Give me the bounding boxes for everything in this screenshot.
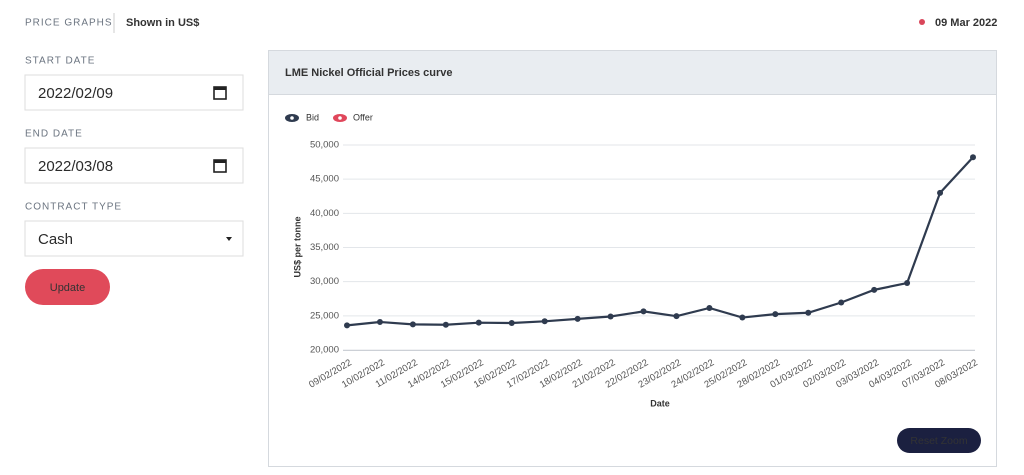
calendar-icon[interactable]: [213, 86, 227, 100]
data-point: [508, 320, 515, 327]
button-label: Reset Zoom: [910, 435, 967, 447]
legend-icon: [290, 116, 294, 120]
update-button[interactable]: [25, 269, 110, 305]
y-tick-label: 40,000: [310, 208, 339, 219]
legend-label: Bid: [306, 112, 319, 122]
chart-panel: [268, 50, 997, 467]
date: 09 Mar 2022: [935, 17, 997, 29]
y-tick-label: 30,000: [310, 276, 339, 287]
y-tick-label: 50,000: [310, 140, 339, 151]
legend-icon: [338, 116, 342, 120]
data-point: [673, 313, 680, 320]
data-point: [904, 280, 911, 287]
y-tick-label: 20,000: [310, 345, 339, 356]
label: START DATE: [25, 56, 95, 67]
currency: Shown in US$: [126, 17, 199, 29]
data-point: [475, 319, 482, 326]
data-point: [607, 313, 614, 320]
label: END DATE: [25, 129, 83, 140]
y-tick-label: 45,000: [310, 174, 339, 185]
label: CONTRACT TYPE: [25, 202, 122, 213]
series-line: [346, 156, 974, 327]
data-point: [409, 321, 416, 328]
data-point: [805, 309, 812, 316]
data-point: [574, 315, 581, 322]
data-point: [871, 286, 878, 293]
calendar-icon[interactable]: [213, 159, 227, 173]
data-point: [772, 311, 779, 318]
x-axis-title: Date: [650, 398, 670, 408]
data-point: [970, 154, 976, 161]
data-point: [937, 189, 944, 196]
data-point: [442, 321, 449, 328]
button-label: Update: [50, 282, 85, 294]
data-point: [376, 318, 383, 325]
contract-select[interactable]: [24, 220, 244, 257]
end-input[interactable]: [24, 147, 244, 184]
data-point: [739, 314, 746, 321]
dropdown-arrow: [226, 237, 232, 241]
input-value: 2022/03/08: [38, 158, 113, 175]
start-input[interactable]: [24, 74, 244, 111]
data-point: [838, 299, 845, 306]
select-value: Cash: [38, 231, 73, 248]
legend-label: Offer: [353, 112, 373, 122]
reset-zoom[interactable]: [897, 428, 981, 453]
input-value: 2022/02/09: [38, 85, 113, 102]
y-tick-label: 25,000: [310, 310, 339, 321]
page-title: PRICE GRAPHS: [25, 18, 113, 29]
data-point: [640, 308, 647, 315]
data-point: [344, 322, 350, 329]
chart-header: [269, 51, 996, 94]
y-tick-label: 35,000: [310, 242, 339, 253]
chart-title: LME Nickel Official Prices curve: [285, 67, 453, 79]
data-point: [706, 304, 713, 311]
data-point: [541, 318, 548, 325]
y-axis-title: US$ per tonne: [292, 216, 302, 277]
status-dot: [919, 19, 925, 25]
